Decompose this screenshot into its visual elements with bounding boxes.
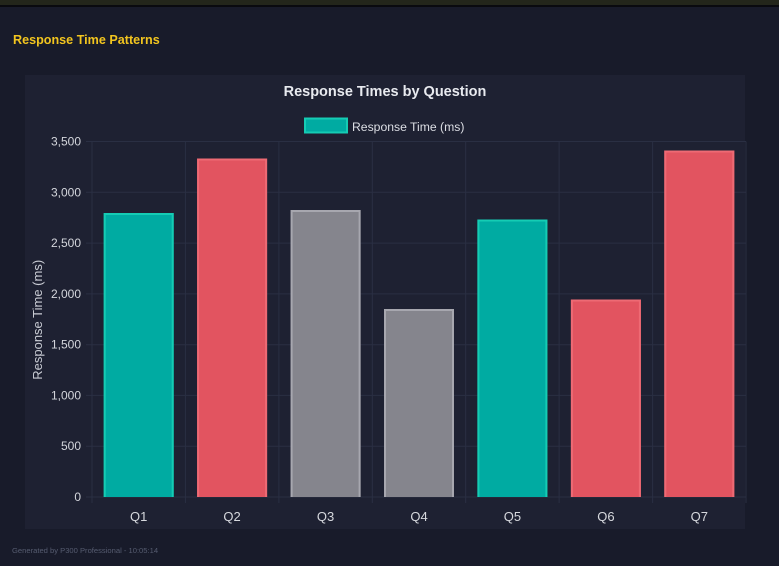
svg-text:Q4: Q4 (410, 509, 427, 524)
svg-text:Response Time (ms): Response Time (ms) (352, 120, 464, 134)
svg-text:Response Times by Question: Response Times by Question (284, 84, 487, 100)
svg-text:2,500: 2,500 (51, 236, 81, 250)
svg-text:Q7: Q7 (691, 509, 708, 524)
svg-text:2,000: 2,000 (51, 287, 81, 301)
svg-text:0: 0 (74, 490, 81, 504)
svg-text:Q2: Q2 (223, 509, 240, 524)
svg-text:Q5: Q5 (504, 509, 521, 524)
svg-text:500: 500 (61, 439, 81, 453)
svg-text:Q6: Q6 (597, 509, 614, 524)
svg-text:3,000: 3,000 (51, 185, 81, 199)
svg-text:Q1: Q1 (130, 509, 147, 524)
svg-text:1,500: 1,500 (51, 338, 81, 352)
svg-text:1,000: 1,000 (51, 388, 81, 402)
svg-text:Response Time (ms): Response Time (ms) (30, 260, 45, 380)
svg-text:Q3: Q3 (317, 509, 334, 524)
svg-text:3,500: 3,500 (51, 135, 81, 149)
